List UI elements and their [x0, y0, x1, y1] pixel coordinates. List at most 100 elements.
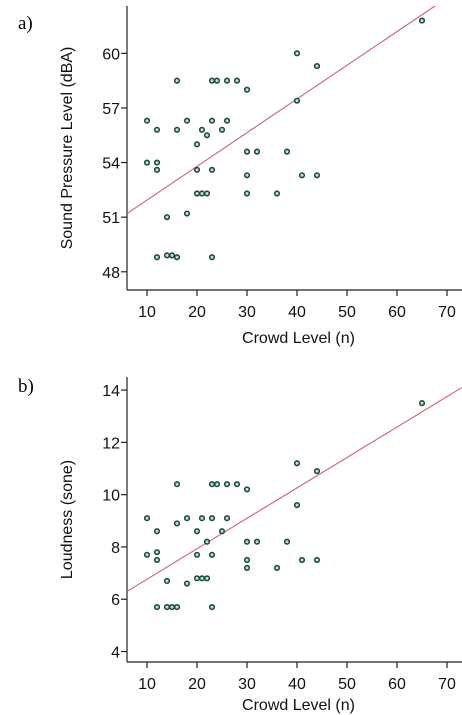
data-point: [293, 460, 301, 467]
data-point: [153, 166, 161, 173]
data-point: [243, 172, 251, 179]
data-point: [418, 400, 426, 407]
data-point: [203, 132, 211, 139]
y-tick-label: 57: [102, 101, 120, 118]
data-point: [243, 564, 251, 571]
x-tick-label: 70: [438, 676, 456, 693]
x-tick-label: 70: [438, 304, 456, 321]
x-axis-label: Crowd Level (n): [242, 330, 355, 347]
data-point: [223, 481, 231, 488]
data-point: [208, 603, 216, 611]
data-point: [173, 481, 181, 488]
y-tick-label: 14: [102, 383, 120, 400]
data-point: [233, 481, 241, 488]
y-tick-label: 10: [102, 488, 120, 505]
y-tick-label: 4: [111, 645, 120, 662]
panel-a: a) 10 20 30 40 50 60 70 48 51 54 57 60 Crowd Level (n…: [18, 6, 462, 347]
x-tick-label: 50: [338, 676, 356, 693]
data-point: [223, 515, 231, 522]
data-point: [243, 538, 251, 545]
data-point: [193, 528, 201, 535]
y-tick-label: 8: [111, 540, 120, 557]
x-tick-label: 40: [288, 304, 306, 321]
data-point: [418, 17, 426, 24]
data-point: [173, 603, 181, 611]
data-point: [273, 564, 281, 571]
x-tick-label: 60: [388, 304, 406, 321]
x-tick-label: 20: [188, 304, 206, 321]
data-point: [153, 159, 161, 166]
data-point: [243, 486, 251, 493]
x-tick-label: 40: [288, 676, 306, 693]
data-point: [143, 515, 151, 522]
data-point: [183, 580, 191, 587]
data-point: [173, 254, 181, 261]
data-point: [183, 210, 191, 217]
x-tick-label: 60: [388, 676, 406, 693]
y-axis-label: Loudness (sone): [59, 460, 76, 579]
data-point: [208, 117, 216, 124]
y-tick-label: 12: [102, 435, 120, 452]
data-point: [293, 97, 301, 104]
data-point: [163, 252, 171, 259]
data-point: [293, 50, 301, 57]
data-point: [168, 603, 176, 611]
data-point: [243, 86, 251, 93]
data-point: [218, 528, 226, 535]
data-point: [203, 190, 211, 197]
data-point: [183, 117, 191, 124]
data-point: [298, 556, 306, 564]
data-point: [183, 515, 191, 522]
panel-label: a): [18, 13, 33, 34]
data-point: [153, 254, 161, 261]
x-tick-label: 20: [188, 676, 206, 693]
data-point: [203, 538, 211, 545]
regression-line: [127, 6, 437, 215]
x-tick-label: 30: [238, 676, 256, 693]
data-point: [218, 126, 226, 133]
data-point: [223, 117, 231, 124]
data-point: [143, 551, 151, 558]
data-point: [193, 551, 201, 558]
data-point: [283, 148, 291, 155]
x-axis-label: Crowd Level (n): [242, 697, 355, 714]
data-point: [213, 77, 221, 84]
data-point: [253, 538, 261, 545]
data-point: [193, 190, 201, 197]
data-point: [313, 556, 321, 564]
data-point: [198, 190, 206, 197]
x-tick-label: 10: [138, 676, 156, 693]
data-point: [153, 549, 161, 556]
data-point: [153, 556, 161, 564]
y-tick-label: 6: [111, 592, 120, 609]
data-point: [208, 481, 216, 488]
y-tick-label: 48: [102, 265, 120, 282]
x-tick-label: 10: [138, 304, 156, 321]
y-tick-label: 54: [102, 156, 120, 173]
data-point: [163, 214, 171, 221]
data-point: [153, 603, 161, 611]
data-point: [208, 551, 216, 558]
x-tick-label: 50: [338, 304, 356, 321]
data-point: [143, 159, 151, 166]
data-point: [213, 481, 221, 488]
data-point: [198, 126, 206, 133]
data-point: [153, 126, 161, 133]
data-point: [243, 190, 251, 197]
data-point: [233, 77, 241, 84]
data-point: [208, 166, 216, 173]
data-point: [298, 172, 306, 179]
data-point: [208, 77, 216, 84]
data-point: [198, 575, 206, 582]
y-tick-label: 60: [102, 46, 120, 63]
data-point: [198, 515, 206, 522]
data-point: [193, 141, 201, 148]
data-point: [173, 520, 181, 527]
data-point: [293, 502, 301, 509]
data-point: [253, 148, 261, 155]
data-point: [173, 126, 181, 133]
data-point: [243, 148, 251, 155]
data-point: [208, 254, 216, 261]
data-point: [173, 77, 181, 84]
